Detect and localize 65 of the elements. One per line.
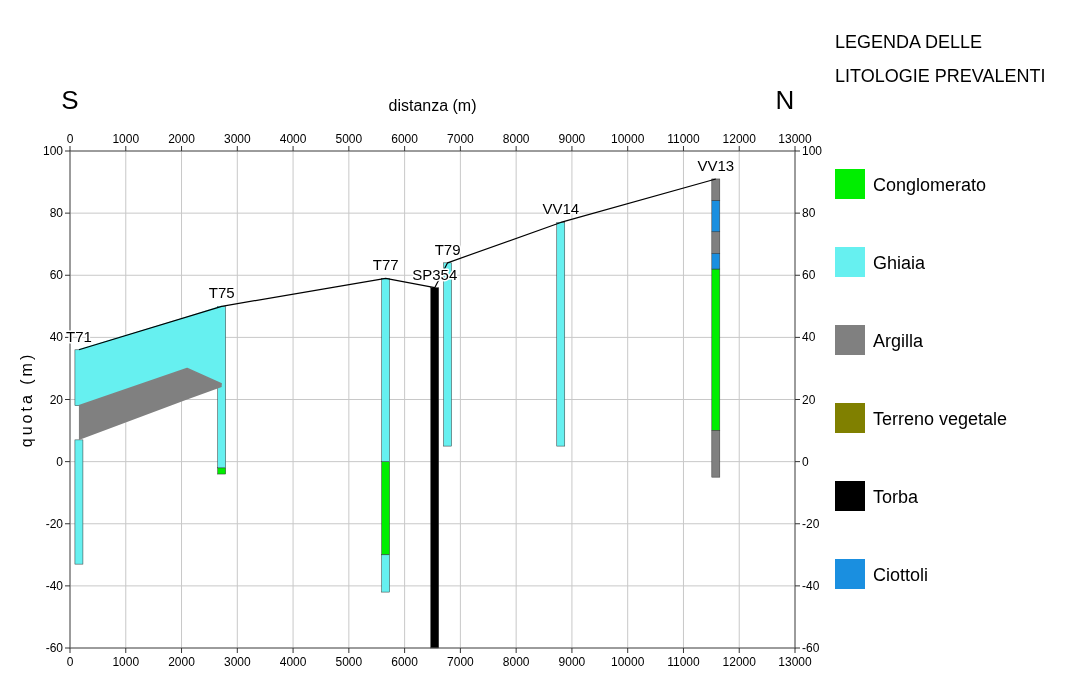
x2-tick-label: 0	[66, 655, 74, 669]
legend-title: LEGENDA DELLE LITOLOGIE PREVALENTI	[835, 32, 1046, 86]
y-tick-label: 20	[49, 392, 64, 407]
legend-label: Ghiaia	[873, 253, 927, 273]
y2-tick-label: -40	[802, 578, 820, 593]
x-tick-label: 3000	[223, 132, 251, 146]
legend-label: Argilla	[873, 331, 925, 351]
x-tick-label: 13000	[778, 132, 813, 146]
legend-label: Torba	[873, 487, 920, 507]
x-tick-label: 9000	[558, 132, 586, 146]
y-tick-label: 60	[49, 268, 64, 283]
x-tick-label: 11000	[667, 132, 701, 146]
x2-tick-label: 8000	[502, 655, 530, 669]
y-tick-label: 80	[49, 206, 64, 221]
x2-tick-label: 5000	[335, 655, 363, 669]
x-tick-label: 6000	[391, 132, 419, 146]
y-tick-label: 40	[49, 330, 64, 345]
x2-tick-label: 3000	[223, 655, 251, 669]
y2-tick-label: 40	[802, 330, 816, 345]
y-tick-label: -60	[45, 641, 64, 655]
y2-tick-label: 100	[802, 144, 823, 158]
x-tick-label: 7000	[447, 132, 475, 146]
x2-tick-label: 13000	[778, 655, 813, 669]
y-tick-label: -20	[45, 516, 64, 531]
text: N	[775, 85, 795, 115]
bar	[556, 222, 566, 447]
y2-tick-label: 80	[802, 206, 816, 221]
annotation: T77	[372, 256, 399, 274]
y-axis-title: quota (m)	[18, 351, 35, 448]
y2-tick-label: 0	[802, 454, 809, 469]
y-tick-label: 100	[42, 144, 64, 158]
x-tick-label: 8000	[502, 132, 530, 146]
x2-tick-label: 6000	[391, 655, 419, 669]
x2-tick-label: 1000	[112, 655, 140, 669]
y2-tick-label: -20	[802, 516, 820, 531]
legend-label: Ciottoli	[873, 565, 929, 585]
x2-tick-label: 4000	[279, 655, 307, 669]
annotation: T79	[434, 240, 461, 258]
annotation: T71	[65, 327, 92, 345]
x2-tick-label: 7000	[447, 655, 475, 669]
x2-tick-label: 10000	[611, 655, 645, 669]
legend-label: Conglomerato	[873, 175, 987, 195]
y2-tick-label: 60	[802, 268, 816, 283]
legend-label: Terreno vegetale	[873, 409, 1008, 429]
x2-tick-label: 9000	[558, 655, 586, 669]
y2-tick-label: -60	[802, 641, 820, 655]
x-tick-label: 1000	[112, 132, 140, 146]
y2-tick-label: 20	[802, 392, 816, 407]
x-tick-label: 12000	[722, 132, 757, 146]
text: S	[61, 85, 79, 115]
annotation: VV14	[542, 200, 580, 218]
x-tick-label: 2000	[168, 132, 196, 146]
annotation: T75	[208, 284, 235, 302]
x-tick-label: 5000	[335, 132, 363, 146]
x2-tick-label: 12000	[722, 655, 757, 669]
x-tick-label: 4000	[279, 132, 307, 146]
x-tick-label: 0	[66, 132, 74, 146]
x-tick-label: 10000	[611, 132, 645, 146]
x2-tick-label: 11000	[667, 655, 701, 669]
x2-tick-label: 2000	[168, 655, 196, 669]
bar	[74, 439, 84, 565]
annotation: VV13	[697, 156, 735, 174]
x-axis-title: distanza (m)	[388, 97, 477, 114]
y-tick-label: 0	[56, 454, 64, 469]
y-tick-label: -40	[45, 578, 64, 593]
